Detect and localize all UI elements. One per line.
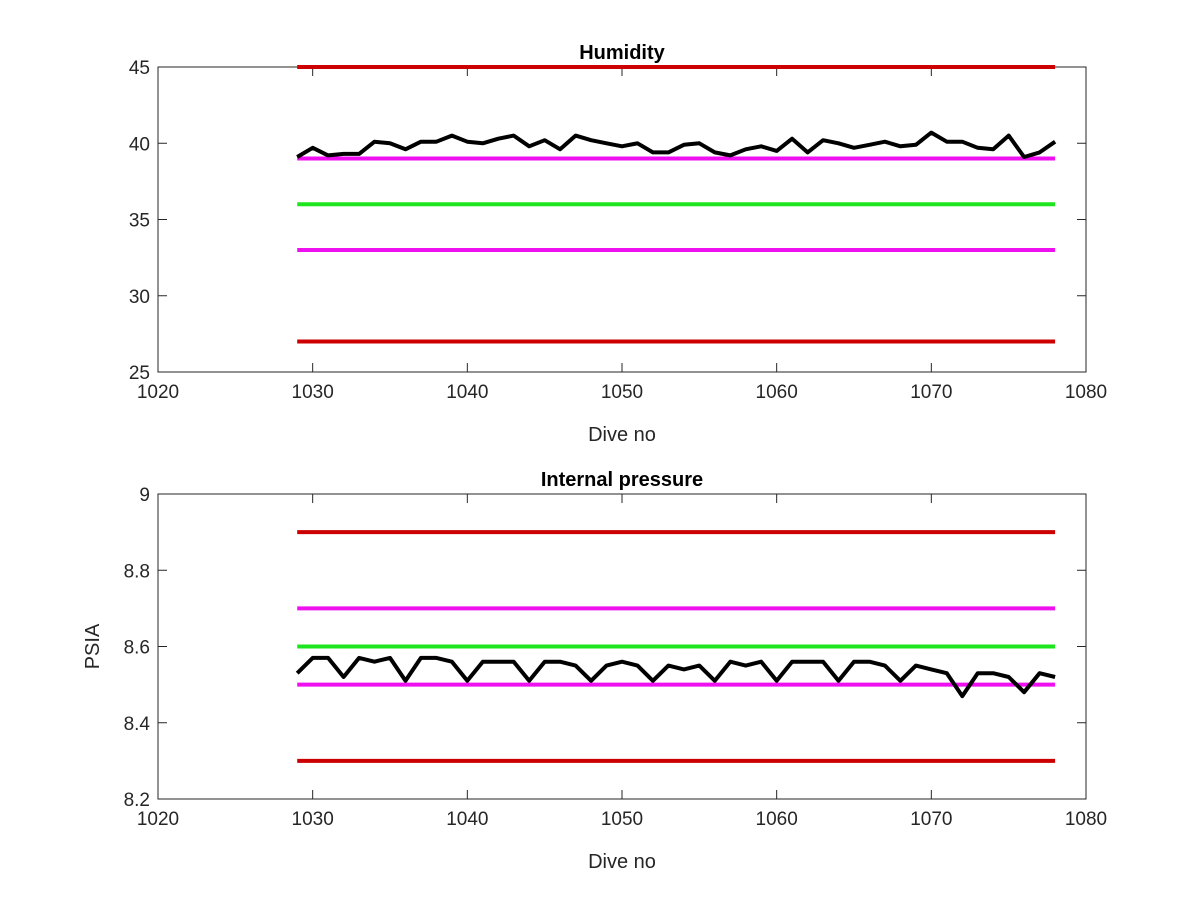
x-tick-label: 1040 [446, 382, 488, 403]
x-tick-label: 1060 [756, 809, 798, 830]
x-tick-label: 1080 [1065, 809, 1107, 830]
x-tick-label: 1080 [1065, 382, 1107, 403]
internal-pressure-subplot: 1020 1030 1040 1050 1060 1070 1080 8.2 8.4 8.6 8.8… [82, 469, 1107, 873]
y-tick-label: 8.8 [124, 561, 150, 582]
x-tick-label: 1040 [446, 809, 488, 830]
y-tick-label: 9 [139, 485, 150, 506]
data-series-line [296, 130, 1057, 159]
y-tick-label: 40 [129, 134, 150, 155]
y-tick-label: 35 [129, 211, 150, 232]
chart-title: Humidity [579, 42, 665, 64]
y-tick-label: 8.2 [124, 790, 150, 811]
x-tick-label: 1060 [756, 382, 798, 403]
x-tick-label: 1070 [910, 382, 952, 403]
y-tick-label: 8.4 [124, 714, 151, 735]
y-tick-label: 45 [129, 58, 150, 79]
x-tick-label: 1070 [910, 809, 952, 830]
x-axis-label: Dive no [588, 851, 656, 873]
humidity-subplot: 1020 1030 1040 1050 1060 1070 1080 25 30 35 40 45 Hu… [129, 42, 1107, 446]
y-tick-label: 8.6 [124, 638, 150, 659]
y-tick-label: 25 [129, 363, 150, 384]
y-tick-label: 30 [129, 287, 150, 308]
x-axis-label: Dive no [588, 424, 656, 446]
x-tick-label: 1030 [292, 809, 334, 830]
x-tick-label: 1030 [292, 382, 334, 403]
axes-box [157, 66, 1087, 373]
x-tick-label: 1020 [137, 809, 179, 830]
x-tick-label: 1050 [601, 809, 643, 830]
x-tick-label: 1020 [137, 382, 179, 403]
x-tick-label: 1050 [601, 382, 643, 403]
data-series-line [295, 655, 1056, 699]
y-axis-label: PSIA [82, 623, 104, 669]
chart-title: Internal pressure [541, 469, 703, 491]
